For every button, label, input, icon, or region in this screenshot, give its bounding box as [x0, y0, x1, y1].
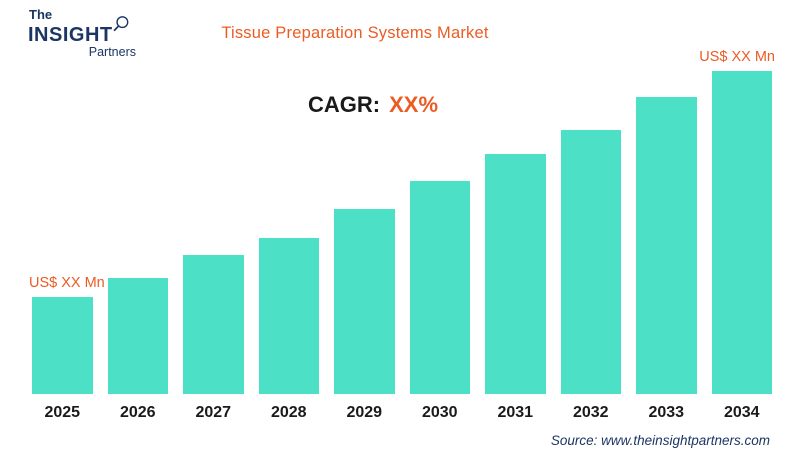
- source-attribution: Source: www.theinsightpartners.com: [550, 433, 770, 448]
- x-axis-label-2030: 2030: [421, 404, 458, 421]
- x-axis-label-2029: 2029: [346, 404, 383, 421]
- x-axis-label-2034: 2034: [723, 404, 760, 421]
- bar-column-2032: 2032: [560, 130, 621, 421]
- bar-column-2028: 2028: [258, 238, 319, 421]
- cagr-label: CAGR:: [308, 92, 381, 117]
- bar-2034: [711, 71, 772, 394]
- bar-column-2033: 2033: [636, 97, 697, 421]
- logo-text-partners: Partners: [88, 44, 136, 59]
- bars-row: US$ XX Mn 2025 2026 2027 2028 2029 2030 2031 203…: [29, 49, 775, 421]
- bar-2029: [334, 209, 395, 394]
- bar-2030: [409, 181, 470, 394]
- logo-text-insight: INSIGHT: [28, 23, 113, 46]
- bar-column-2034: US$ XX Mn 2034: [699, 49, 775, 421]
- x-axis-label-2027: 2027: [195, 404, 232, 421]
- bar-column-2025: US$ XX Mn 2025: [29, 275, 105, 421]
- chart-title: Tissue Preparation Systems Market: [221, 24, 489, 42]
- bar-column-2030: 2030: [409, 181, 470, 421]
- cagr-value: XX%: [389, 92, 439, 117]
- value-label-first-bar: US$ XX Mn: [29, 275, 105, 291]
- x-axis-label-2033: 2033: [648, 404, 685, 421]
- insight-partners-logo: The INSIGHT Partners: [28, 8, 146, 59]
- bar-2032: [560, 130, 621, 394]
- bar-column-2031: 2031: [485, 154, 546, 421]
- x-axis-label-2028: 2028: [270, 404, 307, 421]
- bar-2025: [32, 297, 93, 394]
- bar-2026: [107, 278, 168, 394]
- logo-main-row: INSIGHT: [28, 15, 146, 46]
- bar-2033: [636, 97, 697, 394]
- bar-column-2029: 2029: [334, 209, 395, 421]
- logo-text-the: The: [29, 7, 53, 22]
- x-axis-label-2026: 2026: [119, 404, 156, 421]
- bar-column-2026: 2026: [107, 278, 168, 421]
- bar-2027: [183, 255, 244, 394]
- bar-column-2027: 2027: [183, 255, 244, 421]
- x-axis-label-2032: 2032: [572, 404, 609, 421]
- cagr-annotation: CAGR: XX%: [308, 92, 438, 118]
- x-axis-label-2025: 2025: [44, 404, 81, 421]
- x-axis-label-2031: 2031: [497, 404, 534, 421]
- bar-2031: [485, 154, 546, 394]
- magnifier-icon: [113, 15, 129, 32]
- value-label-last-bar: US$ XX Mn: [699, 49, 775, 65]
- bar-2028: [258, 238, 319, 394]
